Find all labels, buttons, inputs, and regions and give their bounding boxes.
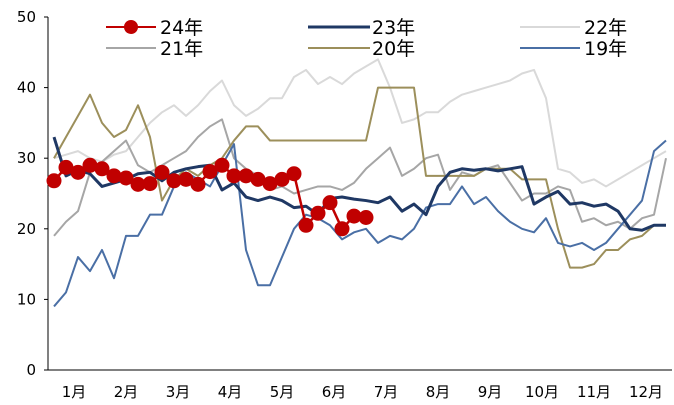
series-line	[53, 139, 667, 308]
series-22年	[53, 58, 667, 188]
x-tick-label: 6月	[322, 383, 347, 401]
series-19年	[53, 139, 667, 308]
x-tick-label: 1月	[62, 383, 87, 401]
data-point	[214, 157, 230, 173]
data-point	[334, 221, 350, 237]
legend: 24年 23年 22年 21年 20年 19年	[106, 17, 627, 60]
y-tick-label: 30	[17, 149, 36, 167]
series-line	[53, 58, 667, 188]
data-point	[118, 170, 134, 186]
legend-item: 19年	[520, 38, 627, 60]
plot-series	[46, 58, 667, 308]
x-tick-label: 3月	[166, 383, 191, 401]
data-point	[322, 195, 338, 211]
legend-label: 19年	[584, 38, 627, 60]
data-point	[190, 176, 206, 192]
legend-item: 21年	[106, 38, 203, 60]
y-tick-label: 10	[17, 290, 36, 308]
legend-label: 24年	[160, 17, 203, 39]
chart-axes: 0 10 20 30 40 50 1月 2月 3月 4月 5月 6月 7月 8月 9月 10月 11月 12月	[17, 8, 672, 401]
x-tick-label: 11月	[577, 383, 611, 401]
x-tick-label: 9月	[478, 383, 503, 401]
legend-item: 24年	[106, 17, 203, 39]
x-tick-label: 8月	[426, 383, 451, 401]
data-point	[274, 171, 290, 187]
legend-item: 23年	[308, 17, 415, 39]
y-tick-label: 50	[17, 8, 36, 26]
data-point	[286, 166, 302, 182]
legend-label: 22年	[584, 17, 627, 39]
legend-item: 20年	[308, 38, 415, 60]
x-tick-label: 2月	[114, 383, 139, 401]
data-point	[94, 161, 110, 177]
legend-label: 20年	[372, 38, 415, 60]
series-24年	[46, 157, 374, 237]
x-tick-label: 4月	[218, 383, 243, 401]
data-point	[46, 173, 62, 189]
y-tick-label: 40	[17, 79, 36, 97]
data-point	[358, 210, 374, 226]
data-point	[70, 164, 86, 180]
y-tick-label: 0	[26, 361, 36, 379]
x-tick-label: 5月	[270, 383, 295, 401]
data-point	[142, 176, 158, 192]
legend-label: 23年	[372, 17, 415, 39]
legend-label: 21年	[160, 38, 203, 60]
x-tick-label: 12月	[629, 383, 663, 401]
data-point	[298, 217, 314, 233]
x-tick-label: 7月	[374, 383, 399, 401]
legend-marker	[124, 20, 138, 34]
x-tick-label: 10月	[525, 383, 559, 401]
legend-item: 22年	[520, 17, 627, 39]
data-point	[310, 205, 326, 221]
y-tick-label: 20	[17, 220, 36, 238]
data-point	[202, 164, 218, 180]
data-point	[154, 164, 170, 180]
